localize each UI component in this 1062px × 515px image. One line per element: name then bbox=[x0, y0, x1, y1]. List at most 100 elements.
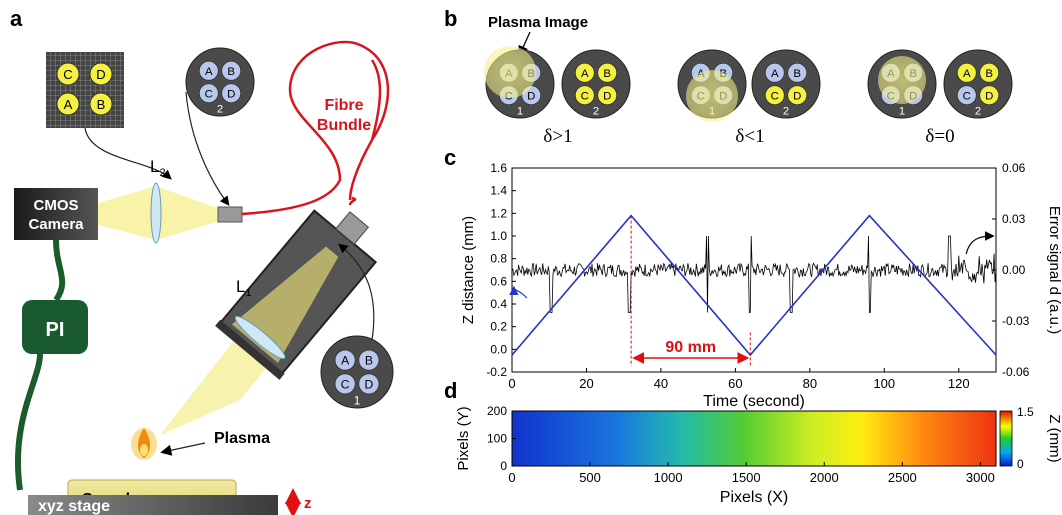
fibre-core bbox=[956, 62, 977, 83]
x-tick-label: 500 bbox=[579, 470, 601, 485]
core-label: C bbox=[581, 91, 589, 103]
cmos-label-1: CMOS bbox=[34, 197, 79, 214]
x-tick-label: 80 bbox=[803, 376, 817, 391]
core-label: B bbox=[793, 68, 801, 80]
plasma-label: Plasma bbox=[214, 430, 270, 447]
colorbar bbox=[999, 410, 1013, 467]
error-signal-line bbox=[511, 235, 997, 313]
x-tick-label: 3000 bbox=[966, 470, 995, 485]
annotation-label: 90 mm bbox=[665, 339, 716, 356]
core-label: A bbox=[341, 354, 350, 368]
cmos-label-2: Camera bbox=[28, 216, 84, 233]
fibre-core bbox=[597, 85, 618, 106]
objective-tube-l1 bbox=[215, 209, 378, 380]
fibre-core bbox=[198, 60, 219, 81]
y-tick-label: 1.2 bbox=[490, 206, 507, 220]
y-tick-label: 0.8 bbox=[490, 252, 507, 266]
y-tick-label: 1.4 bbox=[490, 184, 507, 198]
image-spot bbox=[56, 62, 80, 86]
y-tick-label: 0.0 bbox=[490, 342, 507, 356]
plasma-image-spot bbox=[878, 56, 926, 104]
x-axis-label: Pixels (X) bbox=[720, 489, 788, 506]
core-label: B bbox=[227, 66, 235, 78]
y-axis-label: Z distance (mm) bbox=[460, 216, 477, 324]
core-label: A bbox=[205, 66, 213, 78]
core-label: D bbox=[985, 91, 993, 103]
cmos-camera bbox=[14, 188, 98, 240]
y-tick-label: 100 bbox=[487, 432, 507, 446]
stage-label: xyz stage bbox=[38, 498, 110, 515]
x-tick-label: 40 bbox=[654, 376, 668, 391]
core-label: A bbox=[771, 68, 779, 80]
fibre-number: 2 bbox=[593, 106, 599, 118]
x-tick-label: 60 bbox=[728, 376, 742, 391]
core-label: D bbox=[365, 377, 374, 391]
panel-label-a: a bbox=[10, 6, 23, 31]
bundle-2-face: A B C D2 bbox=[751, 49, 821, 119]
fibre-label-2: Bundle bbox=[317, 117, 371, 134]
y-tick-label: 0.2 bbox=[490, 320, 507, 334]
x-tick-label: 100 bbox=[873, 376, 895, 391]
core-label: C bbox=[963, 91, 971, 103]
image-spot bbox=[89, 92, 113, 116]
core-label: A bbox=[963, 68, 971, 80]
y-tick-label: 0.4 bbox=[490, 297, 507, 311]
chart-c: 0 20 40 60 80 100 120 -0.2 0.0 0.2 0.4 0.6 0.8 1.0 1.2… bbox=[460, 161, 1062, 410]
fibre-number: 2 bbox=[217, 104, 223, 116]
fibre-core bbox=[574, 85, 595, 106]
spot-label: B bbox=[97, 97, 106, 112]
fibre-core bbox=[198, 83, 219, 104]
panel-label-b: b bbox=[444, 6, 457, 31]
fibre-core bbox=[764, 85, 785, 106]
y-tick-label: -0.2 bbox=[486, 365, 507, 379]
cable bbox=[53, 239, 66, 302]
light-beam bbox=[98, 186, 156, 240]
x-tick-label: 2000 bbox=[810, 470, 839, 485]
pi-label: PI bbox=[46, 319, 65, 341]
condition-label: δ<1 bbox=[735, 126, 764, 147]
fibre-number: 2 bbox=[783, 106, 789, 118]
plasma-image-spot bbox=[686, 70, 738, 122]
pointer-arrow bbox=[84, 127, 172, 180]
x-tick-label: 0 bbox=[508, 376, 515, 391]
x-tick-label: 20 bbox=[579, 376, 593, 391]
core-label: B bbox=[985, 68, 993, 80]
series-axis-arrow bbox=[509, 285, 528, 299]
camera-image: C D A B bbox=[46, 52, 124, 128]
fibre-number: 1 bbox=[517, 106, 523, 118]
fibre-core bbox=[764, 62, 785, 83]
fibre-number: 2 bbox=[975, 106, 981, 118]
panel-label-c: c bbox=[444, 145, 456, 170]
y2-tick-label: -0.06 bbox=[1002, 365, 1030, 379]
fibre-core bbox=[979, 85, 1000, 106]
core-label: D bbox=[603, 91, 611, 103]
x-axis-label: Time (second) bbox=[703, 393, 805, 410]
colorbar-tick-label: 1.5 bbox=[1017, 405, 1034, 419]
image-spot bbox=[89, 62, 113, 86]
spot-label: A bbox=[64, 97, 73, 112]
spot-label: C bbox=[63, 67, 72, 82]
plasma-image-label: Plasma Image bbox=[488, 14, 588, 31]
x-tick-label: 0 bbox=[508, 470, 515, 485]
plasma-image-spot bbox=[484, 46, 536, 98]
y2-tick-label: 0.06 bbox=[1002, 161, 1026, 175]
image-spot bbox=[56, 92, 80, 116]
y-tick-label: 200 bbox=[487, 404, 507, 418]
core-label: C bbox=[771, 91, 779, 103]
chart-d: 0 500 1000 1500 2000 2500 3000 0 100 200 Pixels (X… bbox=[455, 404, 1062, 506]
core-label: D bbox=[793, 91, 801, 103]
fibre-end-2: A B C D2 bbox=[185, 47, 255, 117]
heatmap-image bbox=[512, 411, 996, 466]
y2-tick-label: -0.03 bbox=[1002, 314, 1030, 328]
condition-label: δ>1 bbox=[543, 126, 572, 147]
core-label: C bbox=[205, 89, 213, 101]
y2-axis-label: Error signal d (a.u.) bbox=[1046, 206, 1062, 334]
fibre-core bbox=[787, 85, 808, 106]
light-beam bbox=[156, 186, 220, 240]
pointer-arrow bbox=[338, 243, 375, 341]
fibre-core bbox=[597, 62, 618, 83]
bundle-2-face: A B C D2 bbox=[943, 49, 1013, 119]
plasma-flame bbox=[131, 428, 157, 460]
fibre-number: 1 bbox=[899, 106, 905, 118]
lens-l1-label: L1 bbox=[236, 277, 252, 299]
